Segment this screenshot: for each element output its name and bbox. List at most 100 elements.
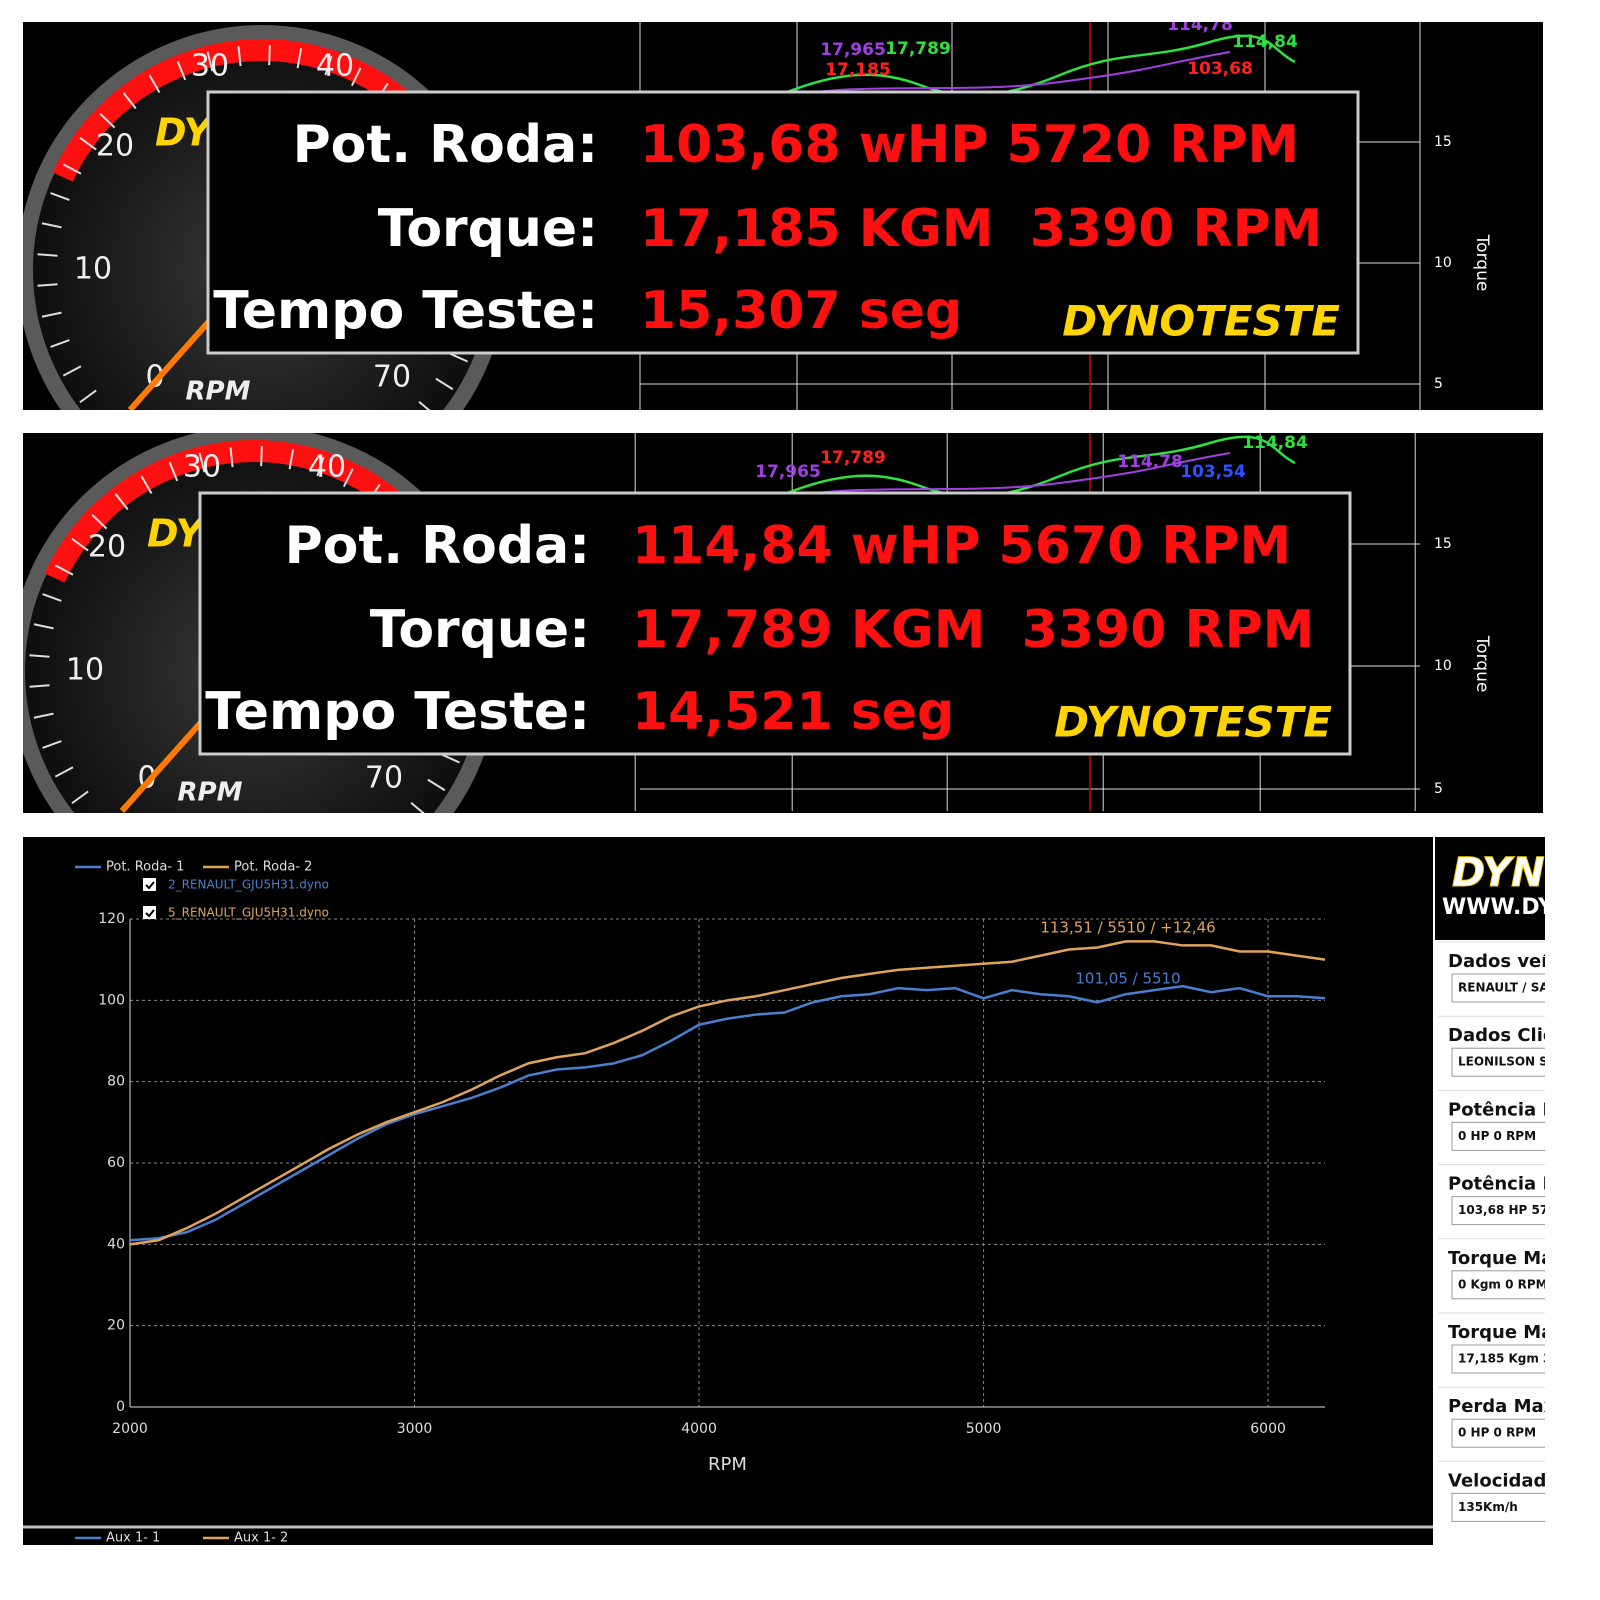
gauge-tick [427,778,446,792]
curve-label: 114,78 [1117,452,1183,472]
result-value: 15,307 seg [640,281,962,341]
gauge-tick [176,61,187,81]
result-value: 103,68 wHP 5720 RPM [640,115,1299,175]
axis-tick-label: 10 [1434,658,1452,674]
gauge-label: 70 [365,761,403,796]
gauge-tick [198,452,206,473]
axis-tick-label: 5 [1434,781,1443,797]
axis-tick-label: 15 [1434,536,1452,552]
field-label: Dados Clie [1448,1025,1555,1046]
axis-tick-label: 15 [1434,134,1452,150]
legend-label: Aux 1- 1 [106,1531,160,1546]
y-tick-label: 60 [107,1155,125,1171]
gauge-label: 40 [316,49,354,84]
gauge-label: 20 [96,129,134,164]
gauge-tick [229,447,234,468]
gauge-tick [42,740,62,749]
field-box[interactable] [1451,1047,1552,1077]
axis-tick-label: 10 [1434,255,1452,271]
gauge-tick [54,766,74,778]
field-value: 0 HP 0 RPM [1458,1426,1536,1440]
field-value: RENAULT / SA [1458,981,1549,995]
gauge-tick [71,790,89,805]
field-box[interactable] [1451,1196,1552,1226]
result-label: Tempo Teste: [205,682,590,742]
result-value: 17,789 KGM 3390 RPM [632,600,1314,660]
curve-label: 114,84 [1232,32,1298,52]
gauge-tick [29,684,50,688]
field-box[interactable] [1451,1492,1552,1522]
field-box[interactable] [1451,973,1552,1003]
field-box[interactable] [1451,1418,1552,1448]
gauge-label: 70 [373,360,411,395]
logo: DYN [1452,850,1545,896]
result-label: Pot. Roda: [285,516,590,576]
gauge-unit: RPM [178,778,243,808]
gauge-tick [350,67,362,87]
field-box[interactable] [1451,1121,1552,1151]
x-axis-label: RPM [708,1454,747,1475]
axis-tick-label: 5 [1434,376,1443,392]
gauge-needle [119,717,207,813]
legend-label: Pot. Roda- 2 [234,860,312,875]
x-tick-label: 4000 [681,1421,717,1437]
gauge-label: 30 [191,49,229,84]
gauge-label: 10 [74,252,112,287]
gauge-tick [41,222,62,229]
y-tick-label: 120 [98,911,125,927]
gauge-tick [62,365,82,377]
field-value: 0 Kgm 0 RPM [1458,1277,1548,1291]
y-tick-label: 0 [116,1399,125,1415]
curve-label: 103,68 [1187,59,1253,79]
x-tick-label: 5000 [966,1421,1002,1437]
y-tick-label: 20 [107,1318,125,1334]
gauge-tick [268,45,271,66]
curve-label: 114,84 [1242,433,1308,453]
gauge-tick [33,623,54,630]
annotation: 101,05 / 5510 [1075,970,1180,988]
file-label: 2_RENAULT_GJU5H31.dyno [168,878,329,892]
series-line [129,984,1326,1242]
gauge-redline [52,39,439,182]
gauge-tick [33,712,54,719]
torque-curve [779,435,1296,498]
checkbox[interactable] [143,906,156,919]
field-value: 135Km/h [1458,1500,1518,1514]
curve-label: 17,789 [885,39,951,59]
result-label: Pot. Roda: [293,115,598,175]
field-label: Torque Ma [1448,1248,1553,1269]
field-label: Perda Max [1448,1396,1556,1417]
gauge-tick [140,475,153,494]
power-chart: 0 20 40 60 80 100 120 2000 3000 4000 5000 6000 RPM Po… [23,837,1433,1546]
gauge-tick [316,456,325,477]
x-tick-label: 6000 [1250,1421,1286,1437]
field-value: 103,68 HP 572 [1458,1203,1557,1217]
gauge-redline [44,440,431,583]
field-box[interactable] [1451,1270,1552,1300]
logo-url: WWW.DY [1442,895,1555,920]
y-tick-label: 40 [107,1236,125,1252]
gauge-tick [62,163,82,175]
series-line [129,940,1326,1246]
gauge-brand: DY [155,111,215,155]
curve-label: 17,965 [820,40,886,60]
curve-label: 103,54 [1180,462,1246,482]
axis-label: Torque [1472,635,1492,693]
gauge-tick [440,753,460,764]
brand-logo: DYNOTESTE [1062,297,1340,346]
torque-curve [779,34,1296,97]
gauge-tick [418,401,431,410]
gauge-tick [41,311,62,318]
gauge-tick [91,513,108,530]
annotation: 113,51 / 5510 / +12,46 [1040,919,1215,937]
checkbox[interactable] [143,878,156,891]
gauge-tick [342,468,354,488]
field-box[interactable] [1451,1344,1552,1374]
gauge-tick [288,449,295,470]
gauge-tick [79,389,97,404]
curve-label: 114,78 [1167,15,1233,35]
result-label: Torque: [378,199,598,259]
field-label: Potência M [1448,1099,1560,1120]
